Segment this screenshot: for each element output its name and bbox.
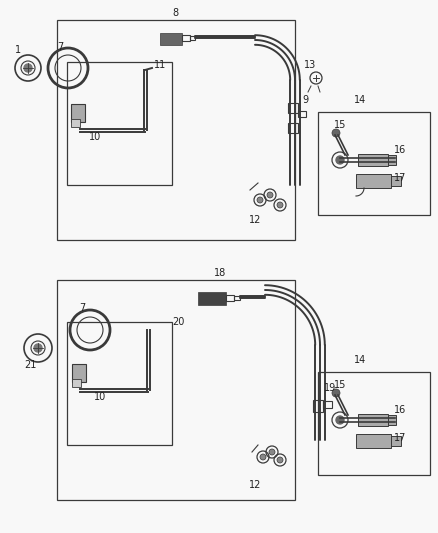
Circle shape [267,192,273,198]
Text: 16: 16 [394,145,406,155]
Bar [391,176,401,186]
Bar [358,414,388,426]
Bar [57,280,295,500]
Text: 14: 14 [354,95,366,105]
Text: 18: 18 [214,268,226,278]
Text: 15: 15 [334,380,346,390]
Bar [318,112,430,215]
Circle shape [24,64,32,72]
Circle shape [34,344,42,352]
Text: 7: 7 [79,303,85,313]
Bar [72,364,86,382]
Text: 10: 10 [94,392,106,402]
Text: 1: 1 [15,45,21,55]
Bar [234,296,240,300]
Text: 17: 17 [394,433,406,443]
Bar [72,379,81,387]
Circle shape [269,449,275,455]
Bar [226,295,234,301]
Bar [67,62,172,185]
Text: 17: 17 [394,173,406,183]
Bar [358,154,388,166]
Bar [160,33,182,45]
Text: 21: 21 [24,360,36,370]
Circle shape [336,156,344,164]
Circle shape [336,416,344,424]
Text: 13: 13 [304,60,316,70]
Text: 8: 8 [172,8,178,18]
Bar [298,111,306,117]
Text: 16: 16 [394,405,406,415]
Circle shape [257,197,263,203]
Text: 19: 19 [324,383,336,393]
Bar [71,104,85,122]
Text: 20: 20 [172,317,184,327]
Circle shape [277,202,283,208]
Circle shape [332,389,340,397]
Text: 15: 15 [334,120,346,130]
Circle shape [332,129,340,137]
Bar [391,436,401,446]
Bar [318,372,430,475]
Circle shape [260,454,266,460]
Bar [288,123,298,133]
Text: 11: 11 [154,60,166,70]
Bar [356,434,391,448]
Text: 9: 9 [302,95,308,105]
Bar [190,36,195,40]
Bar [57,20,295,240]
Text: 10: 10 [89,132,101,142]
Text: 12: 12 [249,480,261,490]
Bar [71,119,80,127]
Bar [313,400,323,412]
Bar [323,401,332,408]
Bar [356,174,391,188]
Bar [288,103,298,113]
Bar [388,415,396,425]
Text: 12: 12 [249,215,261,225]
Text: 7: 7 [57,42,63,52]
Circle shape [277,457,283,463]
Bar [182,35,190,41]
Text: 14: 14 [354,355,366,365]
Bar [388,155,396,165]
Bar [67,322,172,445]
Bar [198,292,226,305]
